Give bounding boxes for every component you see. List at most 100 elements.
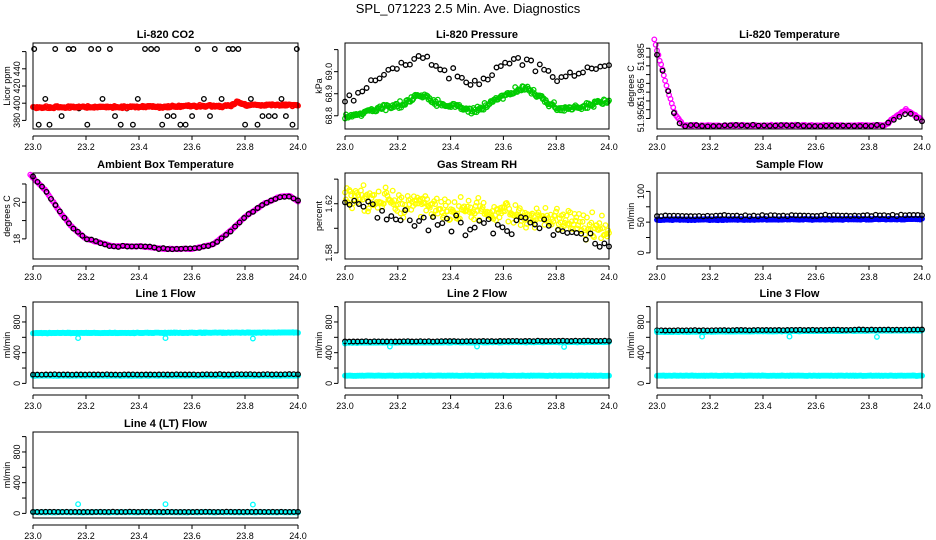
data-point — [527, 219, 534, 226]
data-point — [381, 71, 387, 78]
x-tick-label: 24.0 — [600, 401, 618, 411]
data-point — [676, 117, 683, 124]
data-point — [58, 113, 65, 120]
data-point — [467, 226, 474, 233]
data-point — [828, 122, 835, 129]
data-point — [596, 220, 603, 227]
data-point — [42, 95, 49, 102]
x-tick-label: 23.0 — [648, 272, 666, 282]
y-tick-label: 1.62 — [324, 195, 334, 213]
data-point — [399, 201, 406, 207]
data-point — [755, 122, 762, 129]
data-point — [474, 208, 481, 214]
series-black — [342, 53, 612, 105]
data-point — [536, 61, 543, 68]
data-point — [271, 113, 278, 120]
y-tick-label: 1.58 — [324, 244, 334, 262]
x-tick-label: 23.6 — [807, 272, 825, 282]
data-point — [567, 69, 573, 76]
data-point — [453, 212, 460, 219]
data-point — [229, 46, 236, 52]
y-axis: 0 50 100 — [636, 184, 651, 255]
data-point — [393, 65, 400, 72]
data-point — [506, 60, 513, 67]
x-axis: 23.0 23.2 23.4 23.6 23.8 24.0 — [336, 265, 618, 282]
data-point — [263, 199, 270, 206]
data-point — [134, 95, 141, 102]
data-point — [441, 67, 448, 74]
y-tick-label: 400 — [324, 345, 334, 360]
data-point — [346, 92, 353, 99]
y-axis-label: kPa — [314, 78, 324, 94]
data-point — [65, 46, 72, 52]
data-point — [478, 106, 485, 113]
data-point — [663, 82, 670, 89]
x-tick-label: 23.2 — [701, 142, 719, 152]
data-point — [588, 219, 595, 226]
data-point — [480, 199, 487, 206]
plot-frame — [344, 301, 610, 389]
data-point — [433, 195, 440, 202]
x-tick-label: 23.0 — [336, 272, 354, 282]
data-point — [398, 59, 405, 66]
x-tick-label: 23.0 — [336, 401, 354, 411]
data-point — [397, 210, 404, 217]
data-point — [182, 121, 189, 128]
data-point — [591, 234, 597, 241]
data-point — [35, 121, 42, 128]
data-point — [470, 216, 477, 223]
y-axis-label: ml/min — [626, 332, 636, 359]
data-point — [458, 74, 465, 81]
series-black — [30, 173, 301, 253]
data-point — [434, 221, 441, 228]
data-point — [351, 197, 358, 204]
data-point — [542, 204, 549, 211]
data-point — [727, 122, 734, 129]
data-point — [383, 216, 390, 223]
data-point — [553, 208, 559, 215]
x-tick-label: 23.2 — [701, 272, 719, 282]
data-point — [142, 46, 148, 52]
y-tick-label: 400 — [12, 475, 22, 490]
y-tick-label: 380 — [12, 113, 22, 128]
plot-frame — [656, 301, 923, 389]
data-point — [443, 215, 450, 222]
x-tick-label: 23.6 — [495, 272, 513, 282]
x-tick-label: 23.8 — [547, 142, 565, 152]
data-point — [365, 208, 371, 215]
y-tick-label: 20 — [12, 197, 22, 207]
y-axis: 0 400 800 — [324, 306, 339, 386]
data-point — [786, 333, 793, 340]
data-point — [346, 201, 353, 208]
data-point — [578, 230, 585, 237]
data-point — [529, 210, 536, 217]
x-tick-label: 23.0 — [24, 272, 42, 282]
plot-frame — [32, 42, 299, 130]
panel-title: Sample Flow — [756, 159, 824, 171]
data-point — [665, 88, 672, 95]
series-cyan-dips — [75, 335, 256, 342]
y-axis-label: ml/min — [626, 203, 636, 230]
data-point — [795, 122, 801, 128]
data-point — [249, 335, 256, 342]
data-point — [716, 123, 722, 130]
data-point — [350, 97, 357, 104]
plot-frame — [32, 431, 299, 519]
data-point — [845, 122, 852, 129]
data-point — [475, 194, 482, 201]
x-tick-label: 23.0 — [648, 401, 666, 411]
y-tick-label: 800 — [636, 314, 646, 329]
data-point — [554, 78, 561, 85]
data-point — [561, 223, 567, 229]
data-point — [523, 224, 529, 231]
data-point — [536, 225, 543, 232]
series-black — [342, 337, 612, 345]
panel-title: Gas Stream RH — [437, 159, 517, 171]
data-point — [471, 77, 478, 84]
y-tick-label: 51.950 — [636, 105, 646, 133]
y-tick-label: 800 — [12, 314, 22, 329]
data-point — [214, 238, 221, 245]
data-point — [247, 95, 254, 102]
data-point — [363, 85, 370, 91]
